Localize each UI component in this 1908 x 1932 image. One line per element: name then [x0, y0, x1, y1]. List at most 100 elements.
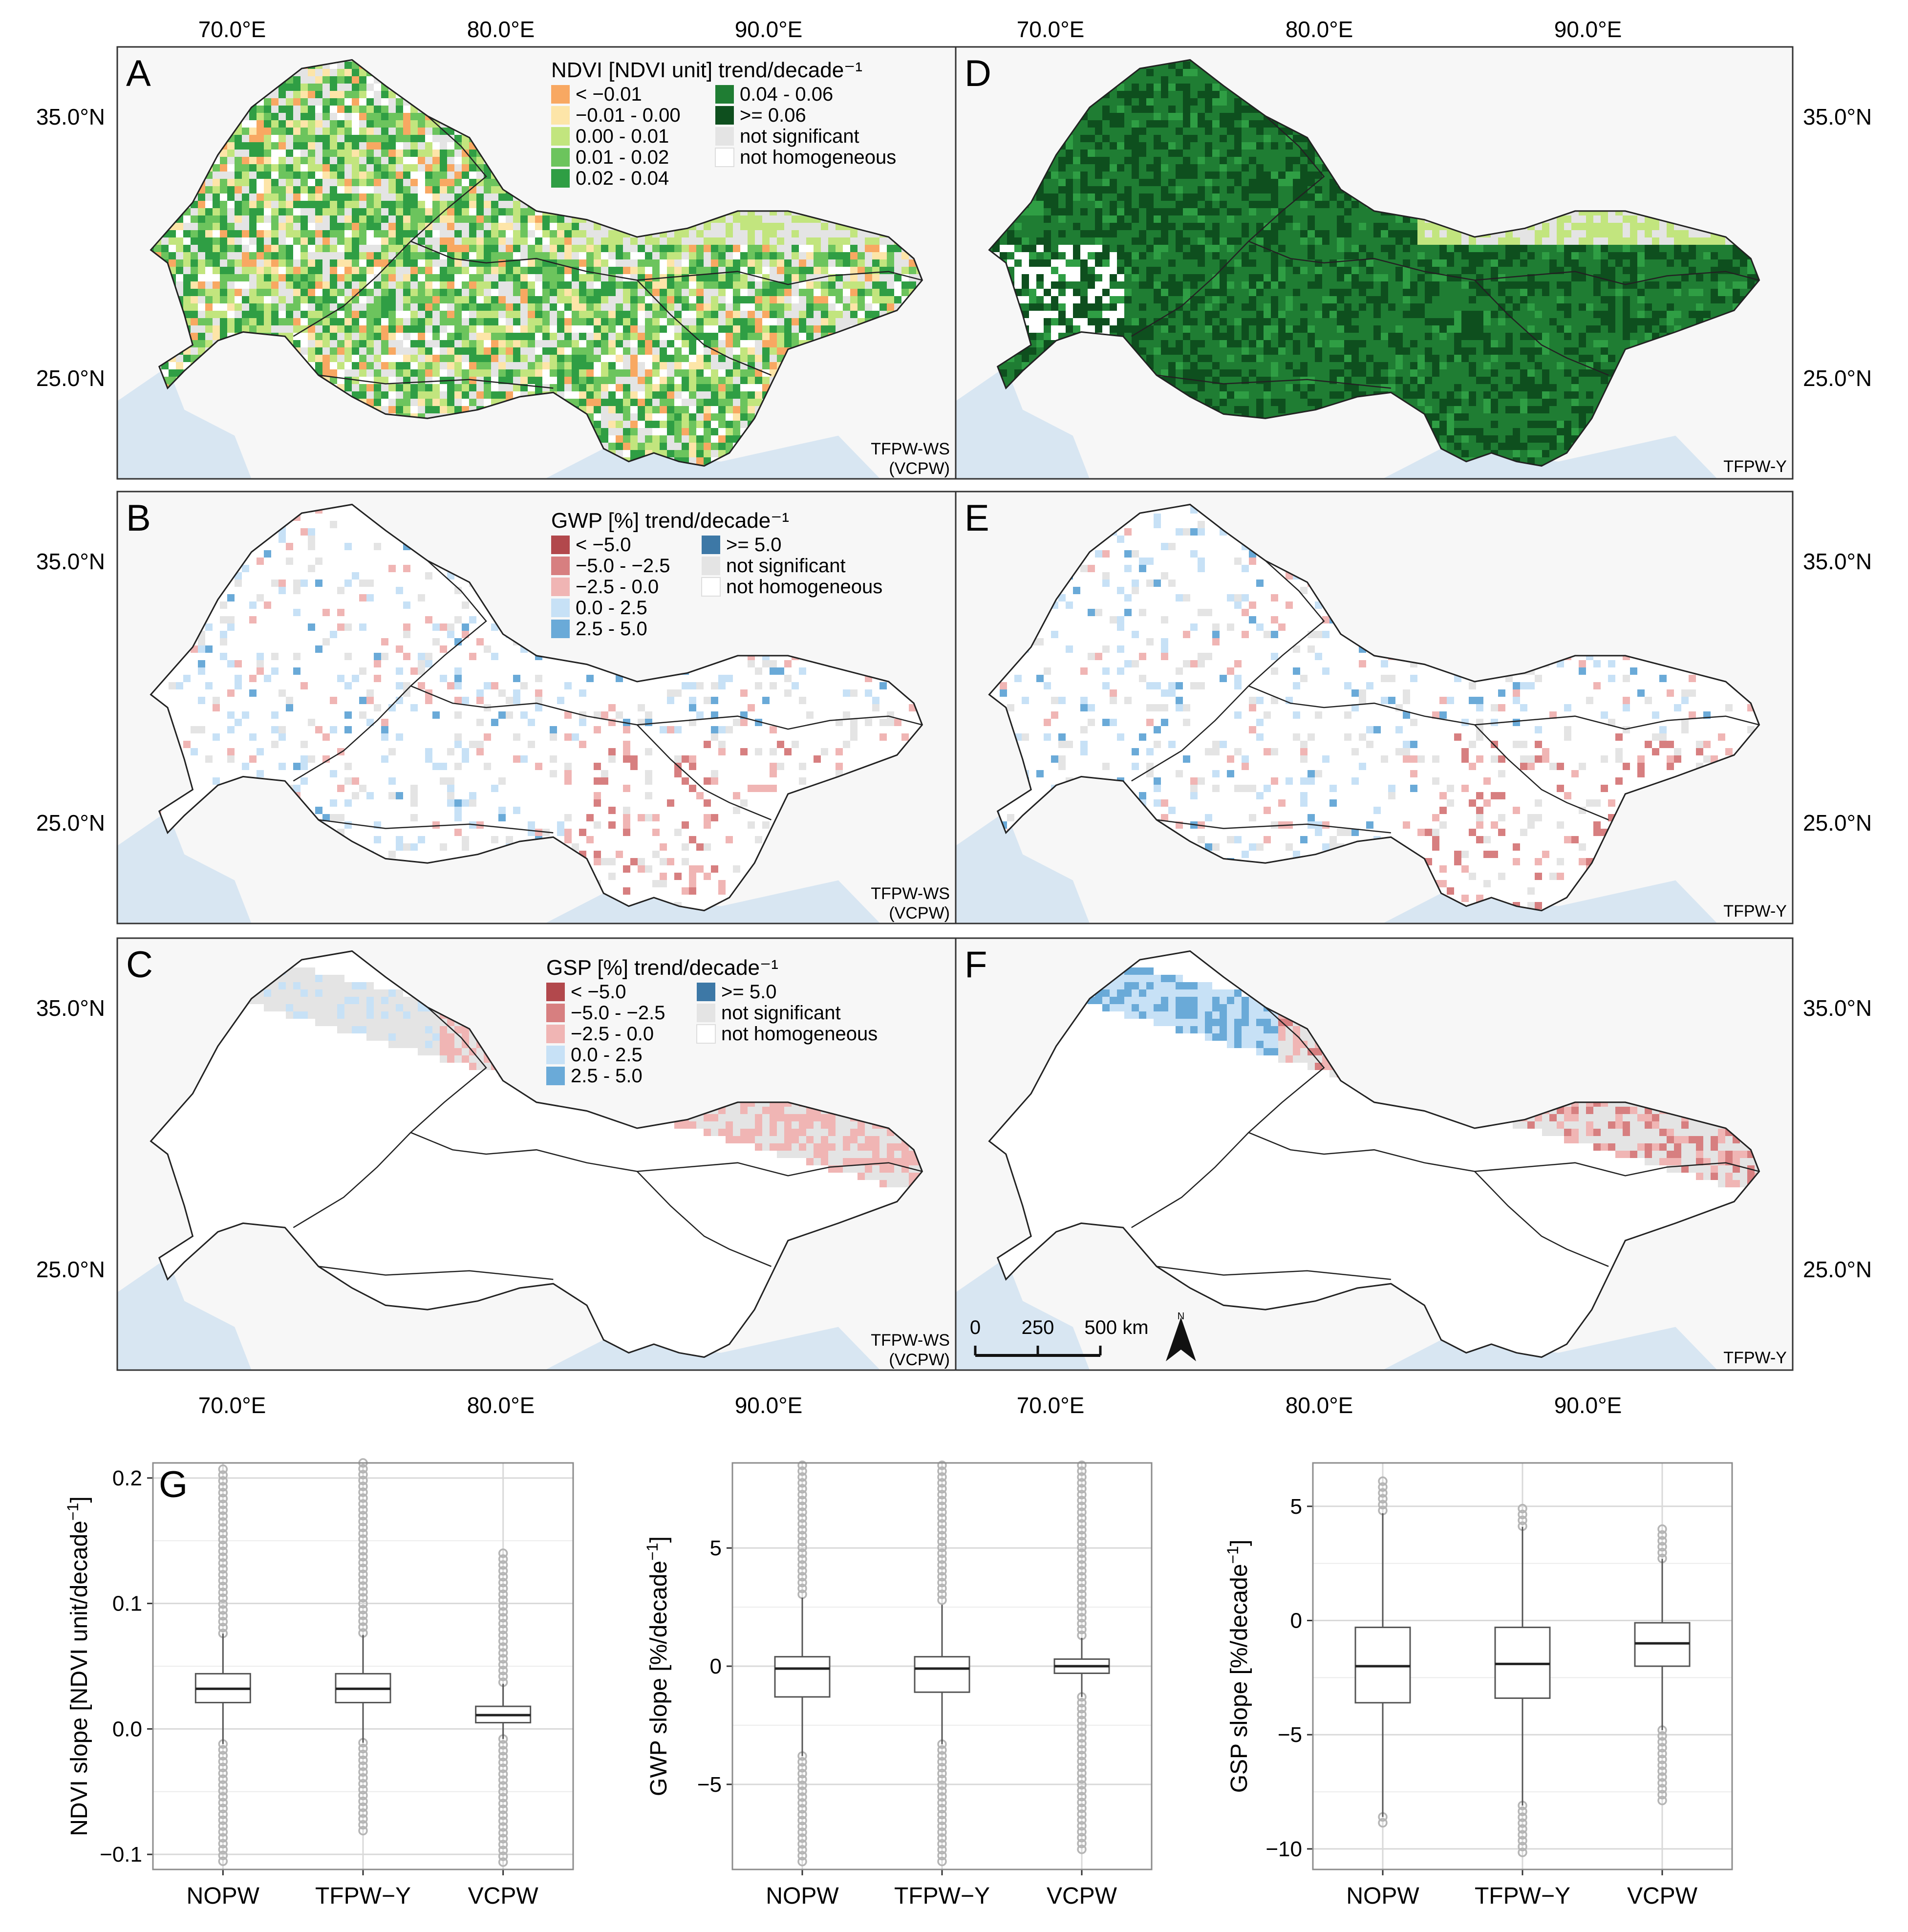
- legend-label: −2.5 - 0.0: [576, 576, 659, 598]
- method-label: TFPW-WS: [871, 884, 950, 903]
- y-tick-label: 0.1: [112, 1592, 142, 1616]
- legend-swatch: [551, 578, 570, 596]
- method-label-sub: (VCPW): [889, 904, 950, 923]
- method-label-sub: (VCPW): [889, 1351, 950, 1369]
- legend-label: not significant: [726, 555, 846, 577]
- legend-label: >= 5.0: [721, 981, 776, 1003]
- legend-swatch: [702, 557, 720, 575]
- legend-title: GWP [%] trend/decade⁻¹: [551, 509, 789, 533]
- lat-tick-label: 35.0°N: [36, 104, 105, 129]
- panel-letter: B: [126, 497, 151, 539]
- panel-letter: D: [965, 53, 991, 94]
- legend-label: < −5.0: [571, 981, 626, 1003]
- lat-tick-label: 25.0°N: [36, 1257, 105, 1282]
- legend-label: not homogeneous: [740, 147, 896, 168]
- y-tick-label: −5: [697, 1773, 722, 1797]
- legend-label: −5.0 - −2.5: [576, 555, 670, 577]
- legend-label: −0.01 - 0.00: [576, 105, 681, 126]
- legend-swatch: [551, 536, 570, 554]
- legend-swatch: [715, 127, 734, 146]
- legend-swatch: [551, 599, 570, 617]
- x-tick-label: VCPW: [1047, 1883, 1117, 1909]
- method-label: TFPW-WS: [871, 440, 950, 458]
- legend-swatch: [546, 1025, 565, 1043]
- lat-tick-label: 35.0°N: [36, 549, 105, 574]
- lat-tick-label: 35.0°N: [1803, 995, 1872, 1021]
- legend-label: 0.01 - 0.02: [576, 147, 669, 168]
- y-axis-label: GSP slope [%/decade−1]: [1224, 1540, 1252, 1793]
- lat-tick-label: 35.0°N: [36, 995, 105, 1021]
- legend-label: −2.5 - 0.0: [571, 1023, 654, 1045]
- lon-tick-label: 80.0°E: [1286, 1393, 1353, 1418]
- legend-title: NDVI [NDVI unit] trend/decade⁻¹: [551, 58, 862, 82]
- panel-letter: C: [126, 944, 153, 986]
- legend-label: >= 0.06: [740, 105, 806, 126]
- lat-tick-label: 35.0°N: [1803, 104, 1872, 129]
- y-tick-label: 0.0: [112, 1717, 142, 1741]
- legend-label: −5.0 - −2.5: [571, 1002, 665, 1024]
- legend-swatch: [702, 578, 720, 596]
- method-label: TFPW-WS: [871, 1331, 950, 1350]
- legend-swatch: [546, 1067, 565, 1085]
- legend-label: 0.04 - 0.06: [740, 84, 833, 105]
- lon-tick-label: 90.0°E: [735, 1393, 803, 1418]
- legend-swatch: [546, 1004, 565, 1022]
- map-panels: ATFPW-WS(VCPW)DTFPW-YBTFPW-WS(VCPW)ETFPW…: [117, 47, 1799, 1370]
- legend-swatch: [546, 983, 565, 1001]
- legend-label: 2.5 - 5.0: [571, 1065, 643, 1087]
- x-tick-label: TFPW−Y: [1475, 1883, 1570, 1909]
- north-label: N: [1178, 1311, 1184, 1322]
- method-label-sub: (VCPW): [889, 459, 950, 478]
- legend-swatch: [697, 983, 715, 1001]
- panel-letter: G: [159, 1464, 188, 1505]
- lon-tick-label: 90.0°E: [735, 17, 803, 42]
- lon-tick-label: 70.0°E: [1017, 17, 1085, 42]
- x-tick-label: NOPW: [1346, 1883, 1419, 1909]
- panel-letter: E: [965, 497, 989, 539]
- legend-swatch: [551, 169, 570, 188]
- legend-label: not significant: [740, 126, 859, 147]
- legend-swatch: [551, 127, 570, 146]
- y-tick-label: 5: [710, 1536, 722, 1560]
- lat-tick-label: 25.0°N: [36, 365, 105, 391]
- y-tick-label: 5: [1290, 1495, 1302, 1519]
- legend-label: 0.02 - 0.04: [576, 168, 669, 189]
- legend-swatch: [551, 106, 570, 125]
- x-tick-label: VCPW: [468, 1883, 539, 1909]
- legend-label: not significant: [721, 1002, 841, 1024]
- lon-tick-label: 80.0°E: [467, 1393, 535, 1418]
- x-tick-label: TFPW−Y: [315, 1883, 411, 1909]
- x-tick-label: NOPW: [187, 1883, 260, 1909]
- y-axis-label: NDVI slope [NDVI unit/decade−1]: [64, 1496, 92, 1836]
- lon-tick-label: 90.0°E: [1554, 1393, 1622, 1418]
- y-tick-label: −10: [1265, 1837, 1302, 1861]
- map-panel-D: D TFPW-Y: [956, 47, 1799, 479]
- iqr-box: [915, 1657, 969, 1693]
- y-tick-label: 0: [710, 1654, 722, 1678]
- lat-tick-label: 25.0°N: [1803, 1257, 1872, 1282]
- method-label: TFPW-Y: [1723, 457, 1787, 476]
- y-tick-label: 0: [1290, 1609, 1302, 1633]
- legend-label: not homogeneous: [721, 1023, 878, 1045]
- lon-tick-label: 80.0°E: [1286, 17, 1353, 42]
- legend-label: 0.0 - 2.5: [571, 1044, 643, 1066]
- legend-label: not homogeneous: [726, 576, 882, 598]
- legend-swatch: [551, 620, 570, 638]
- legend-swatch: [715, 85, 734, 104]
- legend-swatch: [697, 1025, 715, 1043]
- lat-tick-label: 35.0°N: [1803, 549, 1872, 574]
- lat-tick-label: 25.0°N: [36, 810, 105, 836]
- legend-swatch: [697, 1004, 715, 1022]
- lon-tick-label: 70.0°E: [198, 17, 266, 42]
- legend-swatch: [715, 148, 734, 167]
